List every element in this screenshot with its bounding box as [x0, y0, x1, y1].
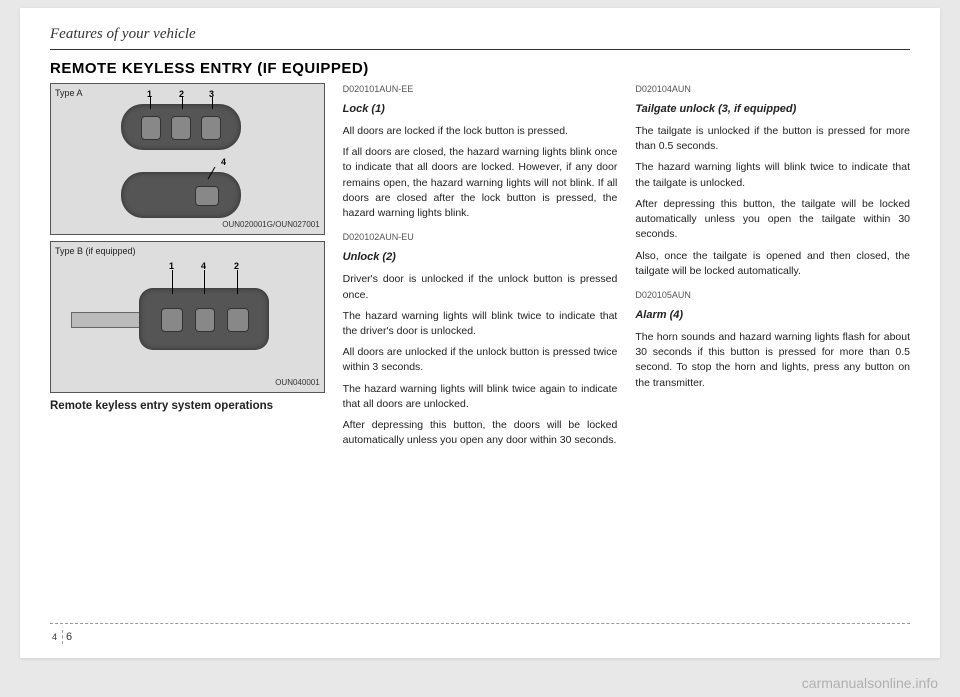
remote-button	[161, 308, 183, 332]
remote-button	[195, 186, 219, 206]
column-3: D020104AUN Tailgate unlock (3, if equipp…	[635, 83, 910, 454]
chapter-header: Features of your vehicle	[20, 8, 940, 47]
remote-a-bottom	[121, 172, 241, 218]
remote-button	[201, 116, 221, 140]
subhead-alarm: Alarm (4)	[635, 308, 910, 324]
figure-type-b: Type B (if equipped) OUN040001 1 4 2	[50, 241, 325, 393]
figure-a-label: Type A	[55, 87, 83, 100]
body-text: The hazard warning lights will blink twi…	[343, 309, 618, 339]
subhead-lock: Lock (1)	[343, 102, 618, 118]
header-rule	[50, 49, 910, 50]
callout-line	[237, 270, 238, 294]
remote-a-top	[121, 104, 241, 150]
body-text: Also, once the tailgate is opened and th…	[635, 249, 910, 279]
page-index: 6	[66, 631, 72, 643]
figure-a-code: OUN020001G/OUN027001	[222, 219, 319, 231]
body-text: The horn sounds and hazard warning light…	[635, 330, 910, 391]
remote-b	[139, 288, 269, 350]
callout-line	[212, 97, 213, 109]
ref-code: D020102AUN-EU	[343, 231, 618, 244]
figure-b-label: Type B (if equipped)	[55, 245, 136, 258]
column-2: D020101AUN-EE Lock (1) All doors are loc…	[343, 83, 618, 454]
callout-line	[150, 97, 151, 109]
subhead-tailgate: Tailgate unlock (3, if equipped)	[635, 102, 910, 118]
callout-line	[182, 97, 183, 109]
remote-button	[227, 308, 249, 332]
body-text: All doors are unlocked if the unlock but…	[343, 345, 618, 375]
body-text: The tailgate is unlocked if the button i…	[635, 124, 910, 154]
callout-line	[204, 270, 205, 294]
section-number: 4	[52, 632, 57, 642]
figure-caption: Remote keyless entry system operations	[50, 399, 325, 413]
ref-code: D020101AUN-EE	[343, 83, 618, 96]
body-text: After depressing this button, the tailga…	[635, 197, 910, 243]
body-text: The hazard warning lights will blink twi…	[343, 382, 618, 412]
section-title: REMOTE KEYLESS ENTRY (IF EQUIPPED)	[20, 58, 940, 83]
footer-rule	[50, 623, 910, 624]
remote-button	[171, 116, 191, 140]
remote-button	[195, 308, 215, 332]
ref-code: D020104AUN	[635, 83, 910, 96]
body-text: If all doors are closed, the hazard warn…	[343, 145, 618, 221]
callout-line	[172, 270, 173, 294]
page: Features of your vehicle REMOTE KEYLESS …	[20, 8, 940, 658]
callout-4: 4	[221, 156, 226, 169]
key-blade	[71, 312, 143, 328]
page-divider	[62, 630, 63, 644]
remote-button	[141, 116, 161, 140]
body-text: Driver's door is unlocked if the unlock …	[343, 272, 618, 302]
ref-code: D020105AUN	[635, 289, 910, 302]
body-text: All doors are locked if the lock button …	[343, 124, 618, 139]
column-1: Type A OUN020001G/OUN027001 1 2 3 4	[50, 83, 325, 454]
page-number: 46	[52, 630, 72, 644]
figure-type-a: Type A OUN020001G/OUN027001 1 2 3 4	[50, 83, 325, 235]
subhead-unlock: Unlock (2)	[343, 250, 618, 266]
body-text: After depressing this button, the doors …	[343, 418, 618, 448]
body-text: The hazard warning lights will blink twi…	[635, 160, 910, 190]
figure-b-code: OUN040001	[275, 377, 319, 389]
content-columns: Type A OUN020001G/OUN027001 1 2 3 4	[20, 83, 940, 454]
